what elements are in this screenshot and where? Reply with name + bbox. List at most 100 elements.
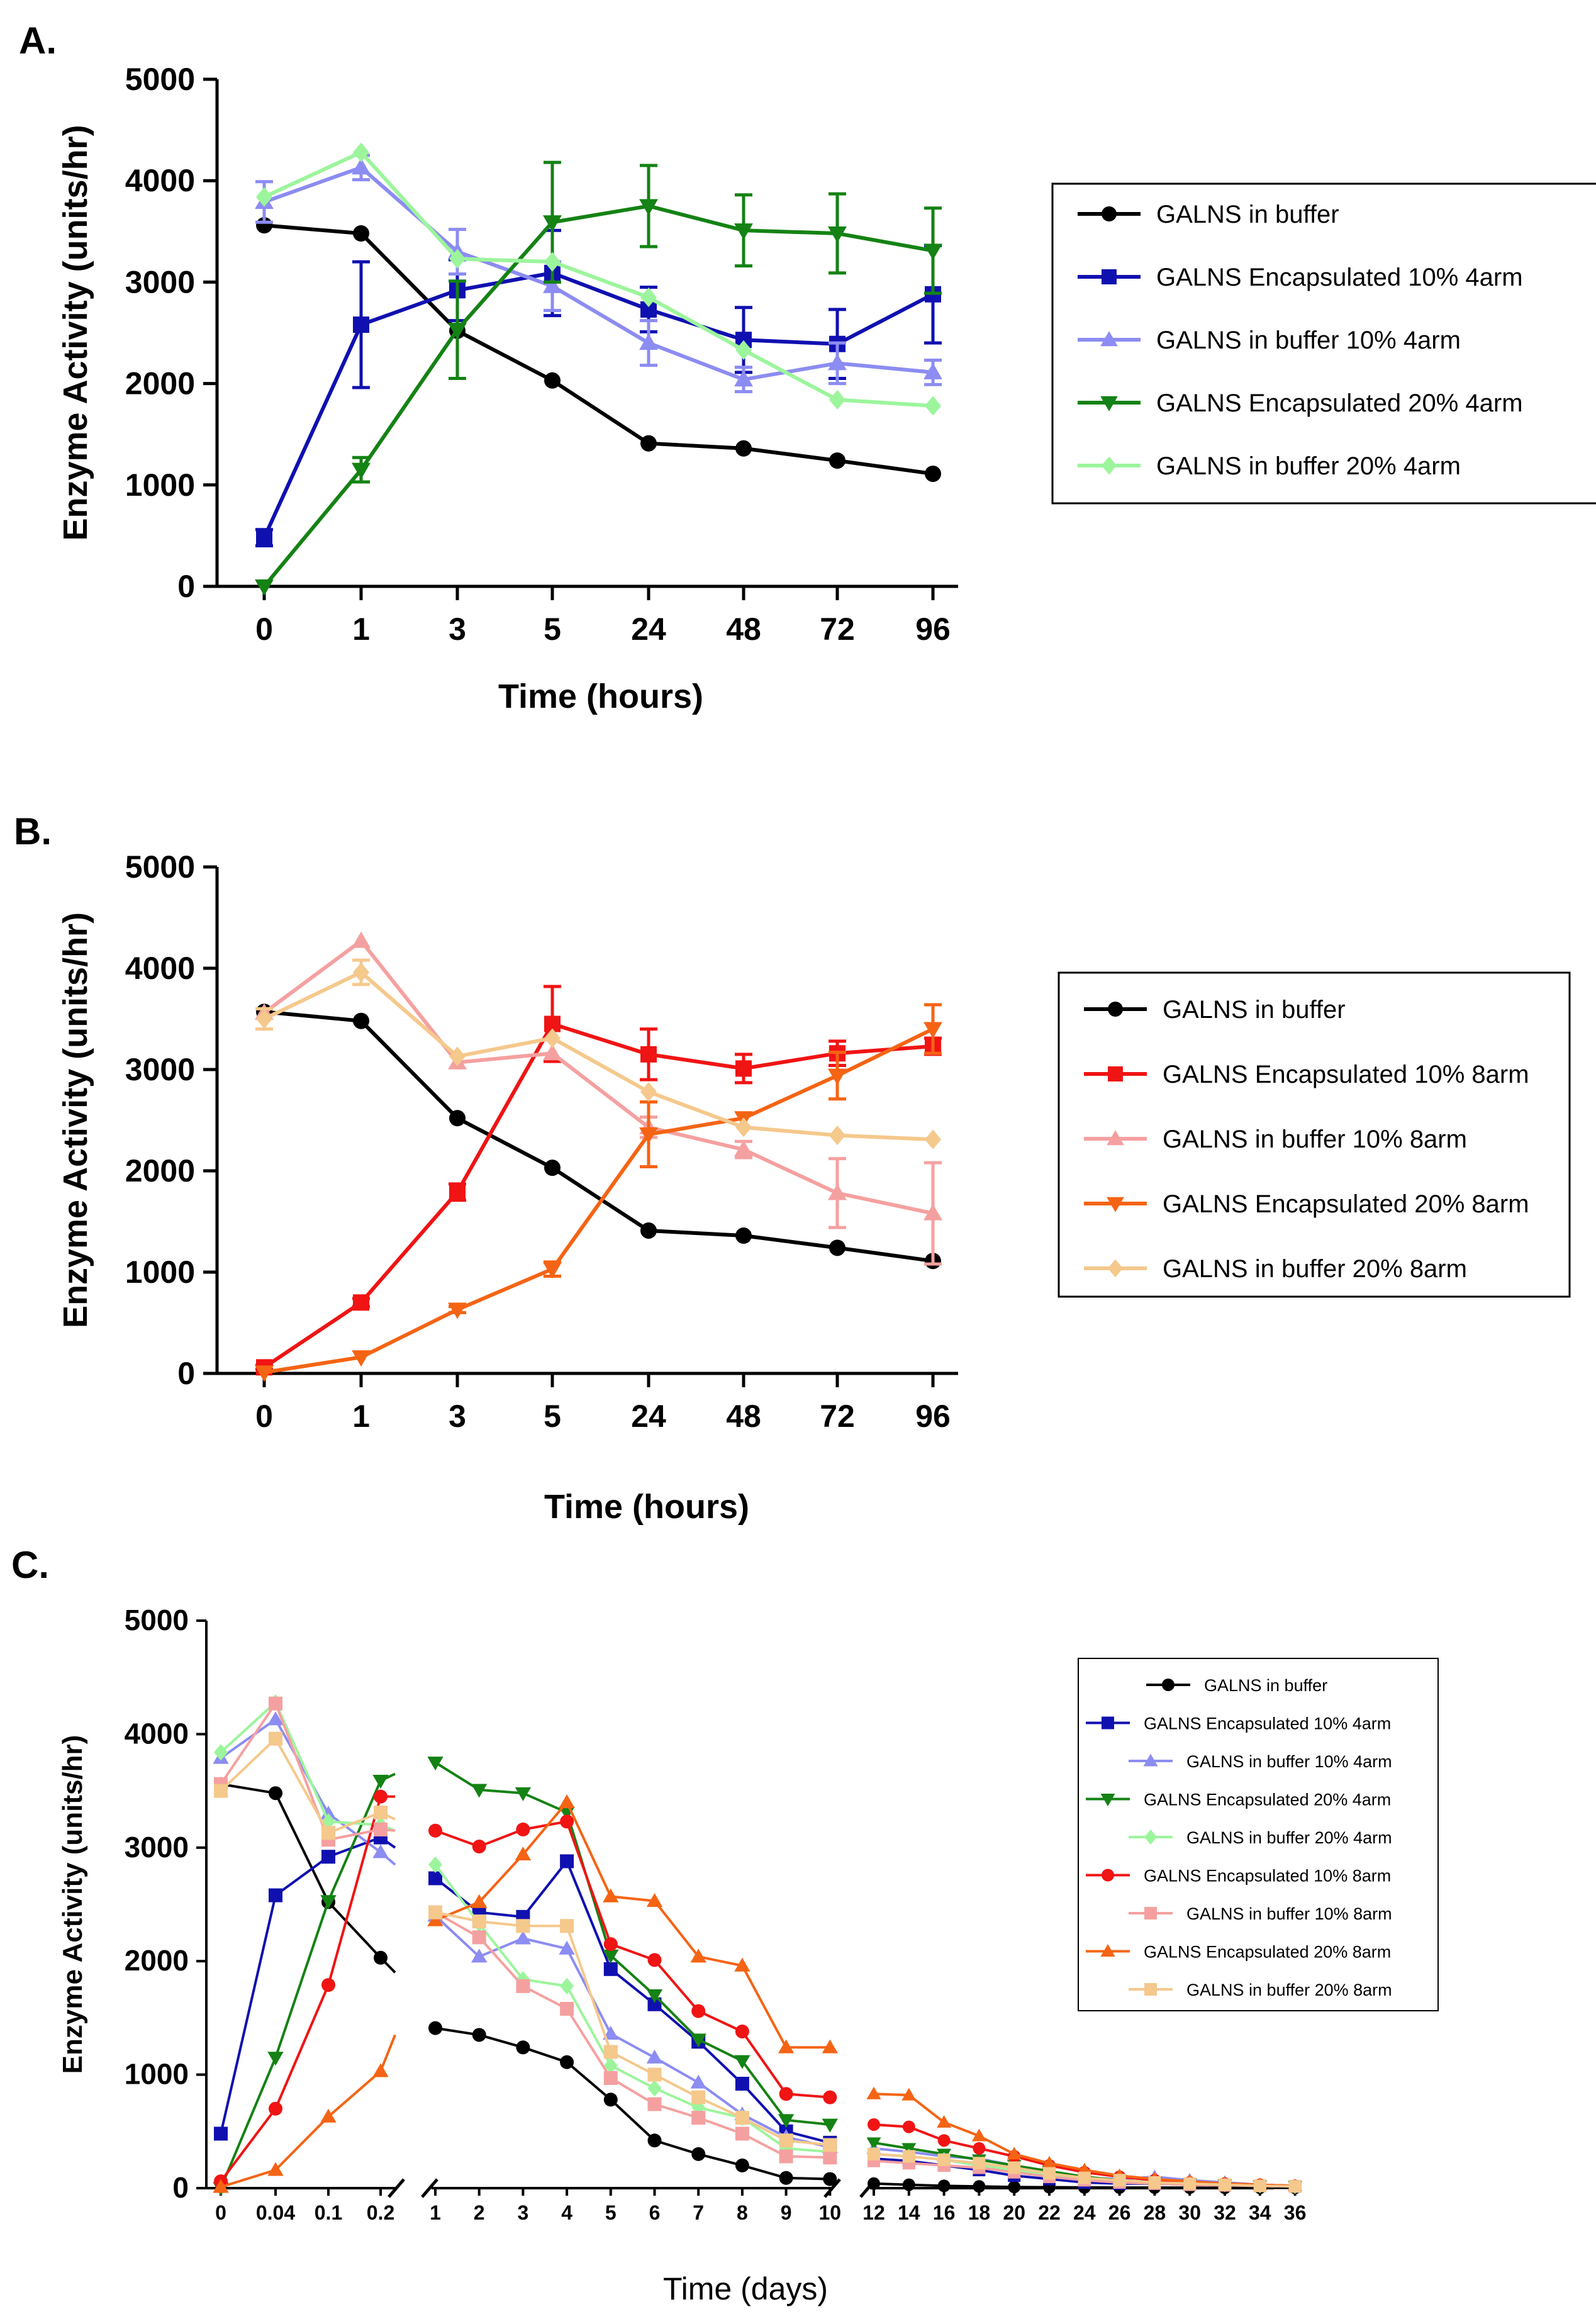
x-tick-label: 14 — [898, 2201, 920, 2224]
series-line — [435, 1911, 830, 2159]
x-tick-label: 32 — [1214, 2201, 1236, 2224]
y-axis-title: Enzyme Activity (units/hr) — [57, 125, 94, 540]
legend-entry: GALNS in buffer — [1163, 996, 1346, 1024]
data-point — [779, 2149, 793, 2164]
data-point — [472, 1930, 486, 1945]
legend: GALNS in buffer GALNS Encapsulated 10% 4a… — [1078, 1658, 1439, 2011]
data-point — [937, 2115, 952, 2128]
legend-swatch-marker — [1108, 1259, 1123, 1278]
x-tick-label: 1 — [430, 2201, 441, 2224]
data-point — [603, 1937, 618, 1952]
data-point — [269, 1731, 282, 1746]
data-point — [902, 2120, 915, 2133]
data-point — [779, 2087, 793, 2101]
y-tick-label: 0 — [177, 569, 195, 604]
data-point — [778, 2039, 795, 2054]
x-tick-label: 5 — [544, 1399, 561, 1434]
data-point — [269, 1786, 282, 1801]
y-tick-label: 2000 — [125, 1153, 195, 1188]
data-point — [734, 223, 753, 240]
data-point — [320, 1895, 337, 1909]
data-point — [1148, 2176, 1161, 2189]
chart-b: 0 1000 2000 3000 4000 5000 0 1 3 5 24 48 72 96 Time (h… — [57, 849, 1571, 1526]
x-tick-label: 0 — [215, 2201, 226, 2224]
data-point — [691, 2111, 706, 2125]
legend-entry: GALNS Encapsulated 10% 4arm — [1144, 1714, 1391, 1733]
x-tick-label: 5 — [605, 2201, 617, 2224]
data-point — [646, 1892, 663, 1907]
data-point — [902, 2178, 915, 2191]
y-tick-label: 0 — [177, 1356, 195, 1391]
data-point — [691, 2004, 706, 2018]
y-tick-label: 2000 — [125, 366, 195, 401]
data-point — [428, 1905, 442, 1919]
data-point — [321, 1826, 335, 1840]
data-point — [544, 1028, 561, 1048]
data-point — [924, 1022, 942, 1039]
data-point — [372, 2063, 389, 2077]
data-point — [544, 372, 561, 389]
data-point — [734, 370, 753, 387]
x-axis-title: Time (hours) — [544, 1488, 749, 1526]
data-point — [735, 1117, 752, 1137]
data-point — [472, 1839, 486, 1853]
legend-swatch-marker — [1100, 1944, 1115, 1957]
series-line — [263, 970, 934, 1142]
x-tick-label: 72 — [820, 612, 855, 647]
data-point — [823, 2138, 837, 2152]
data-point — [924, 243, 942, 260]
series-galns-in-buffer-10pct-8arm — [255, 931, 942, 1266]
legend-entry: GALNS Encapsulated 20% 8arm — [1144, 1943, 1391, 1962]
data-point — [559, 1940, 575, 1955]
x-tick-label: 34 — [1249, 2201, 1271, 2224]
data-point — [828, 1068, 847, 1085]
data-point — [735, 2077, 749, 2091]
data-point — [428, 1871, 442, 1886]
data-point — [559, 1794, 575, 1808]
legend-swatch-marker — [1102, 1716, 1114, 1729]
data-point — [543, 1044, 562, 1061]
data-point — [1219, 2178, 1231, 2191]
data-point — [321, 1850, 335, 1864]
data-point — [868, 2147, 880, 2160]
x-tick-label: 6 — [649, 2201, 661, 2224]
legend-swatch-marker — [1100, 1794, 1115, 1806]
legend-swatch-marker — [1102, 206, 1117, 221]
data-point — [1288, 2180, 1302, 2193]
x-tick-label: 96 — [915, 612, 951, 647]
data-point — [901, 2087, 917, 2101]
y-axis-title: Enzyme Activity (units/hr) — [57, 912, 94, 1328]
data-point — [1008, 2181, 1021, 2194]
x-tick-label: 0.1 — [315, 2201, 342, 2224]
legend-entry: GALNS in buffer — [1204, 1676, 1327, 1695]
data-point — [516, 1979, 530, 1993]
series-line — [435, 1820, 830, 2099]
legend-box — [1051, 182, 1596, 505]
data-point — [1183, 2177, 1197, 2190]
series-line — [434, 1864, 830, 2154]
data-point — [428, 1856, 442, 1874]
data-point — [937, 2153, 951, 2166]
data-point — [543, 1262, 562, 1279]
x-tick-label: 24 — [631, 612, 666, 647]
data-point — [925, 1129, 941, 1149]
data-point — [640, 287, 657, 308]
data-point — [267, 2162, 284, 2176]
data-point — [353, 316, 369, 333]
data-point — [829, 1126, 845, 1146]
data-point — [639, 199, 658, 216]
chart-c: 0 1000 2000 3000 4000 5000 Enzyme Activity (un… — [57, 1604, 1439, 2306]
data-point — [256, 529, 272, 546]
data-point — [734, 2055, 751, 2069]
data-point — [320, 2108, 337, 2123]
data-point — [353, 1294, 369, 1311]
x-tick-label: 16 — [933, 2201, 956, 2224]
data-point — [471, 1894, 488, 1908]
x-tick-label: 18 — [968, 2201, 991, 2224]
legend-swatch-marker — [1102, 456, 1117, 475]
x-axis-title: Time (days) — [663, 2271, 828, 2306]
data-point — [924, 1204, 942, 1221]
data-point — [690, 1948, 706, 1963]
data-point — [735, 340, 752, 360]
y-tick-label: 1000 — [125, 467, 195, 503]
